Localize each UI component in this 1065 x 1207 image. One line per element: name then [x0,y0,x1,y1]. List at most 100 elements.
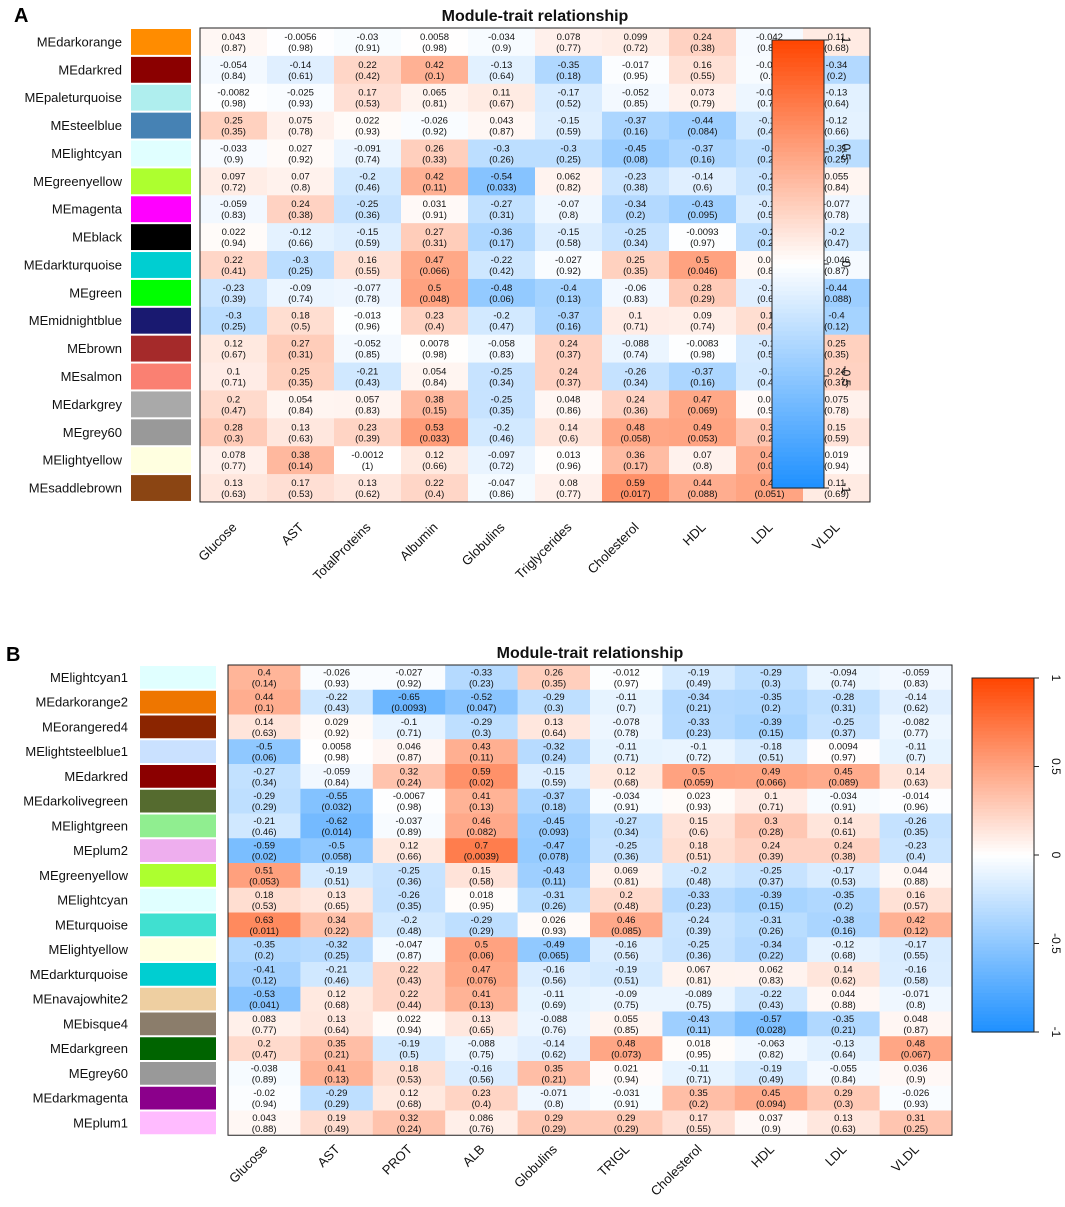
heatmap-cell [879,764,953,790]
row-label: MElightyellow [49,942,129,957]
cell-pvalue: (0.43) [759,1000,784,1011]
cell-pvalue: (0.71) [623,322,648,333]
legend-gradient-step [972,971,1034,976]
cell-correlation: -0.071 [540,1088,567,1099]
cell-correlation: 0.44 [255,692,274,703]
cell-correlation: -0.44 [826,283,848,294]
cell-correlation: 0.067 [687,964,711,975]
heatmap-cell [807,714,880,740]
cell-pvalue: (0.069) [687,405,717,416]
heatmap-cell [334,28,402,57]
cell-pvalue: (0.93) [324,678,349,689]
heatmap-cell [590,788,663,814]
heatmap-cell [334,306,402,336]
legend-gradient-step [772,129,824,135]
cell-pvalue: (0.26) [541,901,566,912]
heatmap-cell [517,764,591,790]
heatmap-cell [879,1036,953,1062]
cell-correlation: 0.32 [400,1113,419,1124]
legend-gradient-step [972,745,1034,750]
heatmap-cell [445,1110,518,1136]
legend-gradient-step [772,134,824,140]
cell-pvalue: (0.38) [623,182,648,193]
cell-correlation: -0.15 [543,766,565,777]
row-label: MEsteelblue [50,118,122,133]
heatmap-cell [602,223,670,252]
heatmap-cell [445,714,518,740]
cell-correlation: -0.5 [256,742,272,753]
cell-correlation: -0.22 [326,692,348,703]
legend-tick-label: 0.5 [1049,758,1063,775]
cell-correlation: -0.43 [543,865,565,876]
legend-gradient-step [972,947,1034,952]
cell-correlation: -0.091 [354,143,381,154]
row-label: MEpaleturquoise [24,90,122,105]
heatmap-cell [807,986,880,1012]
module-color-swatch [131,84,191,111]
cell-correlation: -0.025 [287,88,314,99]
cell-pvalue: (0.65) [469,1025,494,1036]
heatmap-border [199,27,871,503]
heatmap-cell [662,962,736,988]
heatmap-cell [200,195,268,224]
cell-correlation: -0.09 [615,989,637,1000]
legend-tick-label: 0 [839,261,853,268]
cell-pvalue: (0.62) [541,1050,566,1061]
cell-pvalue: (0.91) [355,43,380,54]
cell-pvalue: (0.0093) [391,703,426,714]
cell-pvalue: (0.98) [690,350,715,361]
cell-correlation: 0.49 [693,422,712,433]
cell-pvalue: (0.29) [541,1124,566,1135]
module-color-swatch [140,814,216,838]
cell-correlation: 0.35 [545,1063,564,1074]
cell-pvalue: (0.3) [224,433,244,444]
cell-correlation: -0.014 [902,791,929,802]
cell-pvalue: (0.69) [824,489,849,500]
cell-correlation: 0.044 [904,865,928,876]
cell-pvalue: (0.53) [288,489,313,500]
cell-correlation: -0.29 [253,791,275,802]
cell-pvalue: (0.71) [759,802,784,813]
cell-correlation: -0.2 [828,227,844,238]
cell-pvalue: (0.31) [831,703,856,714]
cell-correlation: -0.11 [543,989,564,1000]
cell-correlation: -0.0083 [686,339,718,350]
heatmap-cell [228,788,301,814]
cell-pvalue: (0.059) [684,777,714,788]
cell-pvalue: (0.78) [824,405,849,416]
legend-gradient-step [772,277,824,283]
cell-correlation: -0.12 [826,116,848,127]
heatmap-cell [334,474,402,503]
cell-pvalue: (0.92) [288,154,313,165]
heatmap-cell [535,251,603,280]
cell-correlation: -0.45 [625,143,647,154]
cell-pvalue: (0.4) [425,322,445,333]
cell-pvalue: (0.29) [324,1099,349,1110]
cell-correlation: 0.42 [907,915,926,926]
cell-pvalue: (0.014) [322,827,352,838]
heatmap-cell [334,139,402,168]
cell-pvalue: (0.47) [757,127,782,138]
row-label: MEdarkorange [37,34,122,49]
cell-pvalue: (0.4) [425,489,445,500]
heatmap-cell [662,665,736,691]
legend-gradient-step [972,975,1034,980]
cell-correlation: 0.13 [291,422,310,433]
heatmap-cell [535,362,603,391]
module-color-swatch [131,29,191,55]
legend-tick-label: -0.5 [1049,933,1063,954]
cell-pvalue: (0.66) [824,127,849,138]
heatmap-cell [879,665,953,691]
heatmap-cell [517,739,591,765]
cell-pvalue: (0.047) [466,703,496,714]
heatmap-cell [334,55,402,85]
legend-gradient-step [972,819,1034,824]
heatmap-cell [300,962,374,988]
heatmap-cell [669,55,737,85]
heatmap-cell [228,838,301,864]
cell-pvalue: (0.02) [469,777,494,788]
legend-gradient-step [972,791,1034,796]
heatmap-cell [662,764,736,790]
cell-pvalue: (0.33) [422,154,447,165]
